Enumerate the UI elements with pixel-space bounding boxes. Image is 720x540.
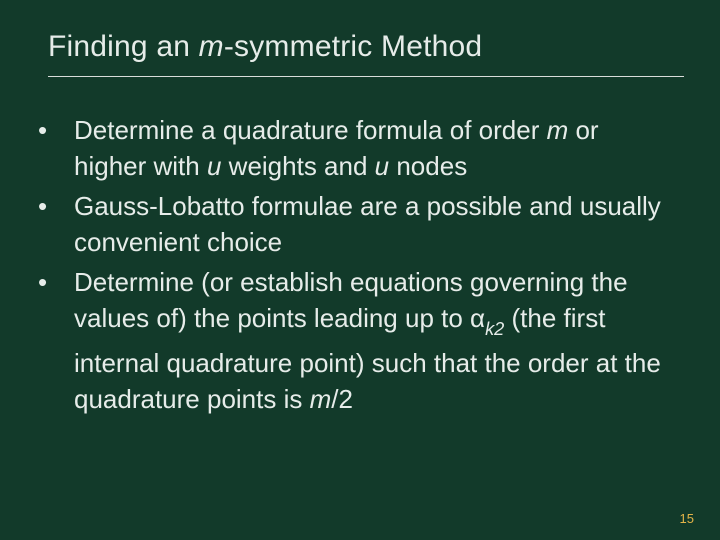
title-post: -symmetric Method: [224, 30, 482, 63]
list-item: • Determine (or establish equations gove…: [34, 264, 674, 417]
text-segment: weights and: [221, 151, 374, 181]
text-segment: nodes: [389, 151, 467, 181]
title-m: m: [199, 30, 224, 63]
bullet-text: Gauss-Lobatto formulae are a possible an…: [74, 188, 674, 260]
list-item: • Gauss-Lobatto formulae are a possible …: [34, 188, 674, 260]
var-m: m: [547, 115, 569, 145]
slide-title: Finding an m-symmetric Method: [48, 30, 684, 72]
text-segment: Determine a quadrature formula of order: [74, 115, 547, 145]
slide: Finding an m-symmetric Method • Determin…: [0, 0, 720, 540]
bullet-icon: •: [34, 112, 74, 184]
bullet-icon: •: [34, 188, 74, 260]
title-pre: Finding an: [48, 30, 199, 63]
slide-content: • Determine a quadrature formula of orde…: [34, 112, 674, 421]
bullet-icon: •: [34, 264, 74, 417]
var-u: u: [375, 151, 389, 181]
var-u: u: [207, 151, 221, 181]
list-item: • Determine a quadrature formula of orde…: [34, 112, 674, 184]
subscript-k2: k2: [485, 319, 504, 339]
title-underline: [48, 76, 684, 77]
var-alpha: α: [470, 303, 485, 333]
page-number: 15: [680, 511, 694, 526]
bullet-text: Determine a quadrature formula of order …: [74, 112, 674, 184]
bullet-text: Determine (or establish equations govern…: [74, 264, 674, 417]
var-m: m: [310, 384, 332, 414]
text-segment: /2: [331, 384, 353, 414]
